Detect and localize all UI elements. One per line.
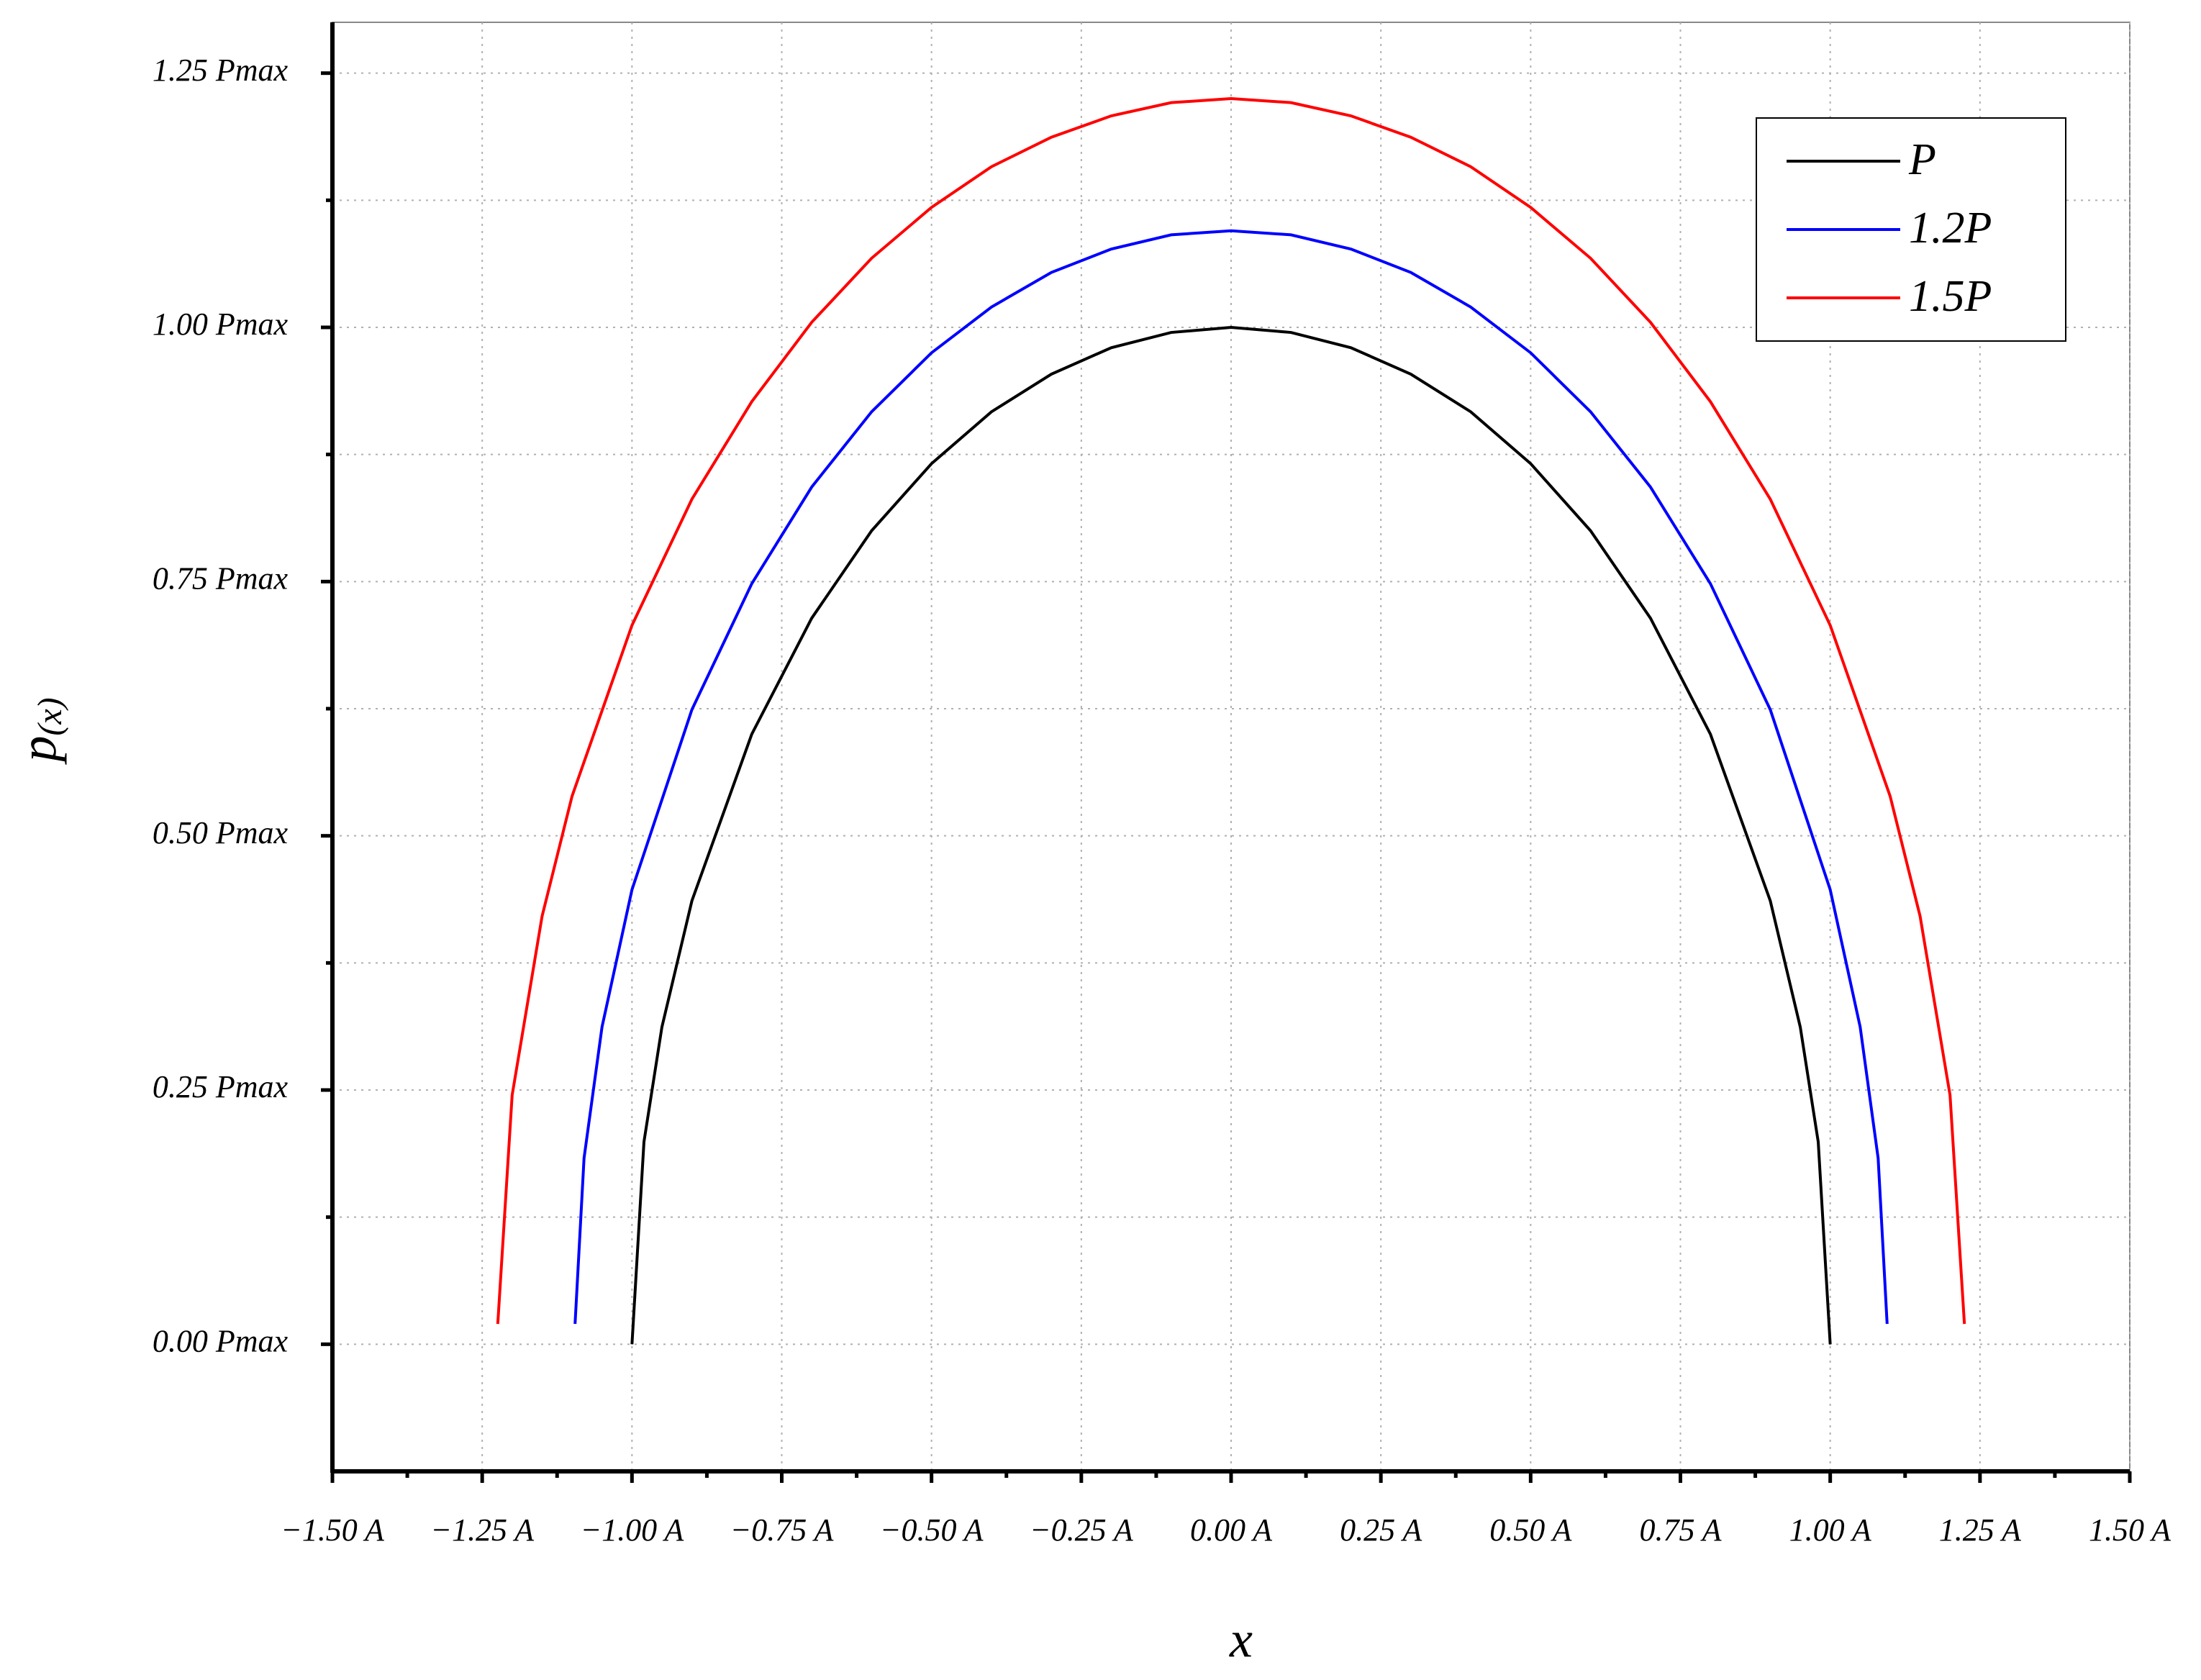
x-tick-label: −1.25 A: [430, 1512, 535, 1548]
legend-label: 1.2P: [1909, 204, 1992, 253]
series-line: [496, 96, 1966, 1325]
y-tick-label: 0.00 Pmax: [153, 1323, 289, 1358]
legend: P 1.2P 1.5P: [1756, 117, 2066, 342]
legend-label: 1.5P: [1909, 272, 1992, 321]
x-axis-label: x: [1229, 1611, 1253, 1668]
y-tick-label: 0.50 Pmax: [153, 815, 289, 850]
x-tick-label: −0.25 A: [1030, 1512, 1134, 1548]
y-tick-label: 1.25 Pmax: [153, 53, 289, 88]
x-tick-label: 1.00 A: [1789, 1512, 1872, 1548]
x-tick-label: 0.75 A: [1639, 1512, 1722, 1548]
y-tick-label: 1.00 Pmax: [153, 307, 289, 342]
x-tick-label: −1.50 A: [281, 1512, 385, 1548]
x-tick-label: 0.00 A: [1190, 1512, 1273, 1548]
x-tick-label: −0.50 A: [880, 1512, 984, 1548]
y-tick-label: 0.25 Pmax: [153, 1069, 289, 1104]
legend-label: P: [1908, 135, 1936, 184]
x-tick-label: 1.25 A: [1939, 1512, 2022, 1548]
x-tick-label: 0.50 A: [1489, 1512, 1572, 1548]
series-line: [573, 229, 1889, 1325]
x-tick-label: 0.25 A: [1340, 1512, 1422, 1548]
x-tick-label: −1.00 A: [580, 1512, 684, 1548]
x-tick-label: −0.75 A: [730, 1512, 835, 1548]
y-axis-label: p(x): [9, 697, 70, 765]
series-line: [630, 325, 1832, 1345]
y-tick-label: 0.75 Pmax: [153, 560, 289, 596]
x-tick-label: 1.50 A: [2089, 1512, 2171, 1548]
